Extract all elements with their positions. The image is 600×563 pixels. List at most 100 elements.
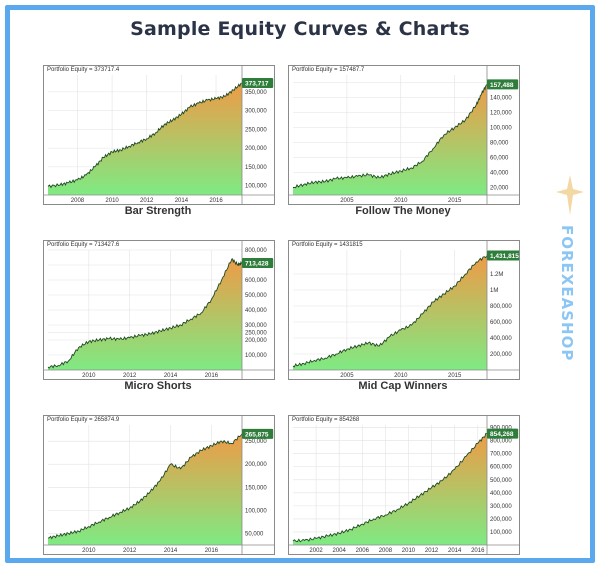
last-value-label: 854,268 — [490, 431, 514, 438]
y-tick-label: 300,000 — [245, 109, 267, 115]
equity-area — [48, 258, 242, 370]
x-tick-label: 2010 — [394, 373, 408, 379]
x-tick-label: 2014 — [448, 548, 462, 554]
y-tick-label: 200,000 — [245, 338, 267, 344]
last-value-label: 1,431,815 — [490, 253, 519, 260]
x-tick-label: 2015 — [448, 373, 462, 379]
last-value-badge — [487, 428, 519, 439]
y-tick-label: 1.2M — [490, 272, 503, 278]
watermark-text: FOREXEASHOP — [558, 225, 576, 362]
y-tick-label: 200,000 — [245, 462, 267, 468]
y-tick-label: 500,000 — [245, 293, 267, 299]
y-tick-label: 60,000 — [490, 156, 509, 162]
y-tick-label: 1M — [490, 288, 498, 294]
x-tick-label: 2014 — [175, 198, 189, 204]
x-tick-label: 2005 — [340, 373, 354, 379]
equity-line — [47, 433, 243, 540]
x-tick-label: 2010 — [82, 548, 96, 554]
last-value-label: 713,428 — [245, 260, 269, 267]
equity-chart: 100,000 200,000 300,000 400,000 500,000 600,0… — [288, 415, 520, 555]
x-tick-label: 2014 — [164, 548, 178, 554]
x-tick-label: 2006 — [356, 548, 370, 554]
x-tick-label: 2015 — [448, 198, 462, 204]
chart-svg: 100,000 200,000 300,000 400,000 500,000 600,0… — [289, 416, 519, 554]
y-tick-label: 700,000 — [490, 452, 512, 458]
y-tick-label: 600,000 — [490, 465, 512, 471]
y-tick-label: 250,000 — [245, 439, 267, 445]
chart-caption: Mid Cap Winners — [358, 380, 448, 392]
y-tick-label: 50,000 — [245, 531, 264, 537]
x-tick-label: 2010 — [394, 198, 408, 204]
y-tick-label: 300,000 — [490, 504, 512, 510]
last-value-badge — [242, 77, 274, 88]
y-tick-label: 150,000 — [245, 485, 267, 491]
y-tick-label: 100,000 — [490, 126, 512, 132]
equity-chart: 100,000 200,000 250,000 300,000 400,000 500,0… — [43, 240, 275, 380]
x-tick-label: 2016 — [205, 373, 219, 379]
page-title: Sample Equity Curves & Charts — [130, 18, 470, 40]
page-frame: Sample Equity Curves & Charts 100,000 150… — [5, 5, 595, 563]
y-tick-label: 400,000 — [490, 336, 512, 342]
portfolio-equity-label: Portfolio Equity = 713427.6 — [47, 242, 120, 248]
x-tick-label: 2008 — [379, 548, 393, 554]
equity-chart: 200,000 400,000 600,000 800,000 1M 1.2M 2005 20… — [288, 240, 520, 380]
equity-area — [293, 433, 487, 545]
x-tick-label: 2004 — [333, 548, 347, 554]
x-tick-label: 2012 — [425, 548, 439, 554]
last-value-badge — [487, 250, 519, 261]
portfolio-equity-label: Portfolio Equity = 854268 — [292, 417, 360, 423]
y-tick-label: 100,000 — [490, 530, 512, 536]
x-tick-label: 2014 — [164, 373, 178, 379]
equity-chart: 100,000 150,000 200,000 250,000 300,000 350,0… — [43, 65, 275, 205]
x-tick-label: 2008 — [71, 198, 85, 204]
watermark: FOREXEASHOP — [550, 175, 590, 375]
equity-line — [292, 255, 488, 368]
x-tick-label: 2016 — [205, 548, 219, 554]
equity-line — [47, 258, 243, 369]
equity-chart: 50,000 100,000 150,000 200,000 250,000 2010 20… — [43, 415, 275, 555]
y-tick-label: 800,000 — [490, 439, 512, 445]
y-tick-label: 200,000 — [490, 517, 512, 523]
x-tick-label: 2010 — [105, 198, 119, 204]
y-tick-label: 250,000 — [245, 127, 267, 133]
y-tick-label: 80,000 — [490, 141, 509, 147]
y-tick-label: 100,000 — [245, 353, 267, 359]
portfolio-equity-label: Portfolio Equity = 157487.7 — [292, 67, 365, 73]
equity-area — [293, 84, 487, 195]
y-tick-label: 120,000 — [490, 111, 512, 117]
y-tick-label: 140,000 — [490, 96, 512, 102]
equity-area — [293, 255, 487, 370]
equity-chart: 20,000 40,000 60,000 80,000 100,000 120,000 14… — [288, 65, 520, 205]
last-value-badge — [242, 257, 274, 268]
x-tick-label: 2010 — [82, 373, 96, 379]
chart-caption: Micro Shorts — [124, 380, 192, 392]
y-tick-label: 20,000 — [490, 186, 509, 192]
chart-caption: Bar Strength — [124, 205, 192, 217]
y-tick-label: 400,000 — [245, 308, 267, 314]
equity-line — [47, 82, 243, 189]
y-tick-label: 350,000 — [245, 90, 267, 96]
portfolio-equity-label: Portfolio Equity = 1431815 — [292, 242, 363, 248]
x-tick-label: 2012 — [123, 373, 137, 379]
equity-area — [48, 83, 242, 195]
y-tick-label: 500,000 — [490, 478, 512, 484]
equity-line — [292, 432, 488, 543]
equity-line — [292, 84, 488, 189]
y-tick-label: 800,000 — [490, 304, 512, 310]
y-tick-label: 800,000 — [245, 248, 267, 254]
y-tick-label: 100,000 — [245, 508, 267, 514]
chart-svg: 200,000 400,000 600,000 800,000 1M 1.2M 2005 20… — [289, 241, 519, 379]
y-tick-label: 600,000 — [490, 320, 512, 326]
x-tick-label: 2010 — [402, 548, 416, 554]
y-tick-label: 40,000 — [490, 171, 509, 177]
y-tick-label: 300,000 — [245, 323, 267, 329]
portfolio-equity-label: Portfolio Equity = 373717.4 — [47, 67, 120, 73]
x-tick-label: 2002 — [309, 548, 323, 554]
equity-area — [48, 433, 242, 545]
chart-caption: Follow The Money — [355, 205, 451, 217]
y-tick-label: 100,000 — [245, 184, 267, 190]
x-tick-label: 2012 — [140, 198, 154, 204]
chart-svg: 100,000 150,000 200,000 250,000 300,000 350,0… — [44, 66, 274, 204]
x-tick-label: 2005 — [340, 198, 354, 204]
